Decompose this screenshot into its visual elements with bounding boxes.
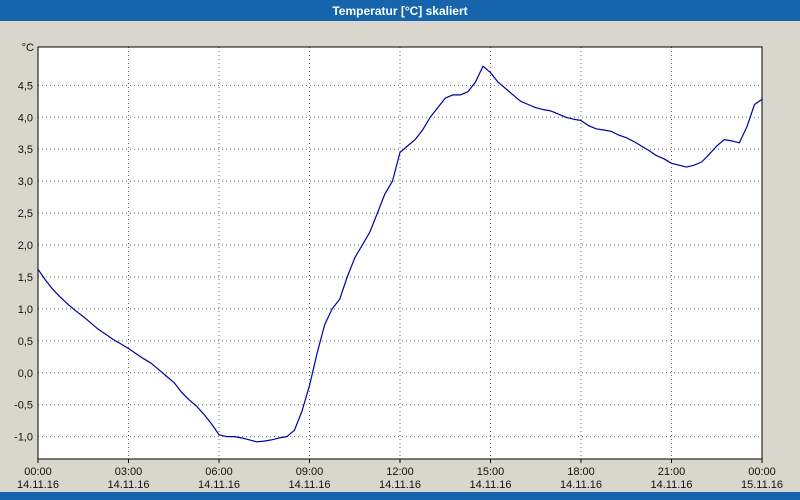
y-axis-unit-label: °C [22,42,34,54]
x-tick-date-label: 15.11.16 [741,479,783,491]
y-tick-label: 0,5 [18,336,33,348]
x-tick-time-label: 00:00 [748,466,776,478]
bottom-bar [0,492,800,500]
x-tick-time-label: 06:00 [205,466,233,478]
y-tick-label: 1,5 [18,272,33,284]
y-tick-label: 4,0 [18,112,33,124]
x-tick-date-label: 14.11.16 [198,479,240,491]
y-tick-label: -1,0 [14,432,33,444]
x-tick-time-label: 00:00 [24,466,52,478]
x-tick-time-label: 12:00 [386,466,414,478]
chart-title: Temperatur [°C] skaliert [332,3,468,18]
temperature-line-chart: 4,5 4,0 3,5 3,0 2,5 2,0 1,5 1,0 0,5 0,0 -0,5 -1,0 00… [14,42,783,491]
x-tick-time-label: 18:00 [567,466,595,478]
x-tick-time-label: 21:00 [658,466,686,478]
y-tick-label: 2,5 [18,208,33,220]
x-tick-date-label: 14.11.16 [469,479,511,491]
y-tick-label: 1,0 [18,304,33,316]
x-tick-time-label: 15:00 [477,466,505,478]
y-tick-label: 0,0 [18,368,33,380]
x-tick-date-label: 14.11.16 [650,479,692,491]
y-tick-label: -0,5 [14,400,33,412]
y-tick-label: 3,5 [18,144,33,156]
x-tick-date-label: 14.11.16 [107,479,149,491]
y-tick-label: 3,0 [18,176,33,188]
x-tick-date-label: 14.11.16 [560,479,602,491]
x-tick-date-label: 14.11.16 [288,479,330,491]
y-tick-label: 2,0 [18,240,33,252]
y-tick-label: 4,5 [18,80,33,92]
x-tick-date-label: 14.11.16 [379,479,421,491]
x-tick-time-label: 09:00 [296,466,324,478]
temperature-series-line [37,65,763,443]
title-bar: Temperatur [°C] skaliert [0,0,800,21]
x-tick-time-label: 03:00 [115,466,143,478]
x-tick-date-label: 14.11.16 [17,479,59,491]
